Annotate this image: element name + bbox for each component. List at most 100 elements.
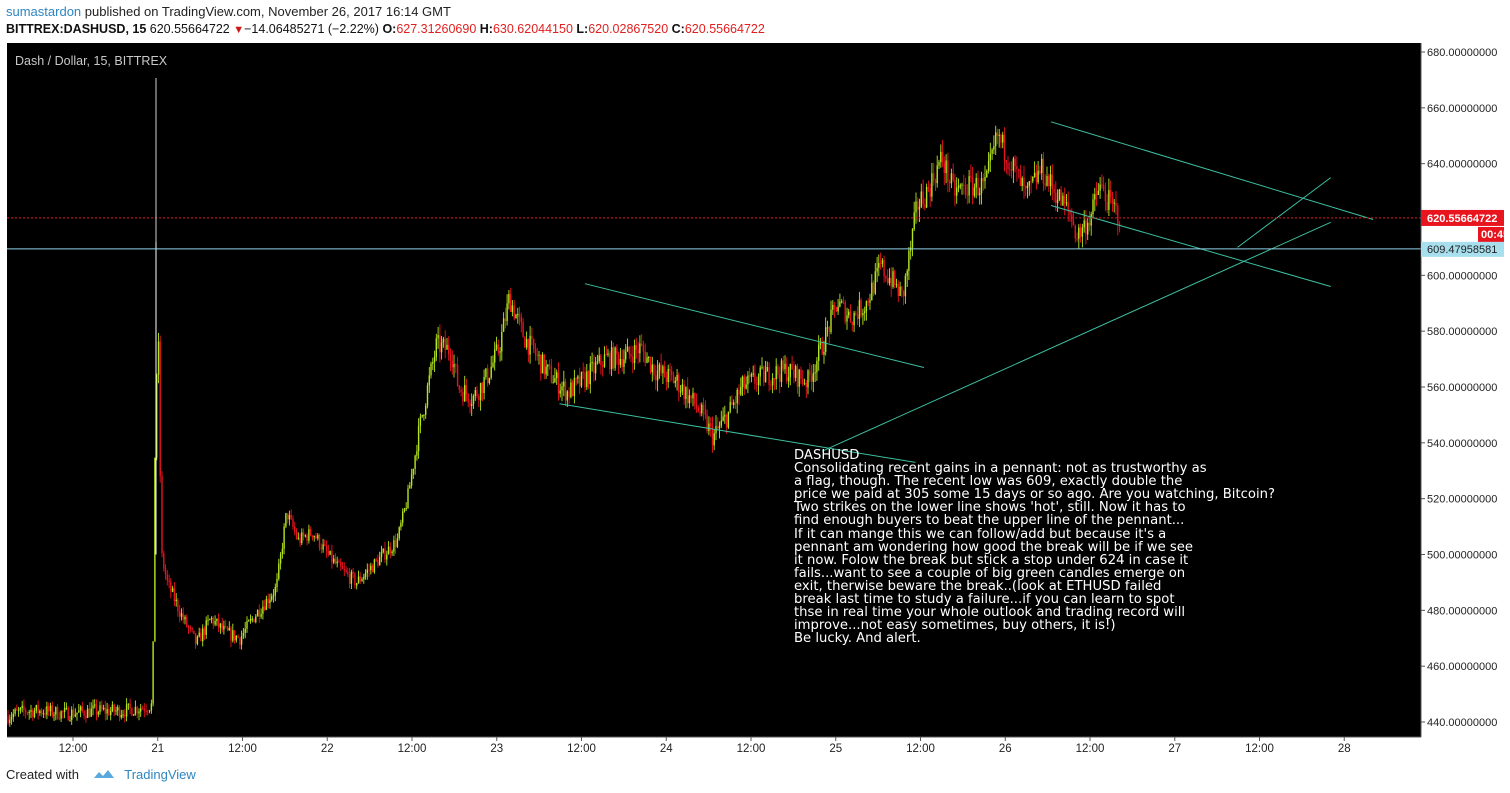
- candle-body: [465, 385, 468, 395]
- candle-body: [794, 365, 797, 378]
- candle-body: [563, 381, 565, 387]
- candle-body: [1090, 214, 1092, 226]
- candle-body: [508, 294, 510, 304]
- candle-body: [759, 367, 761, 377]
- candle-body: [987, 161, 990, 171]
- tradingview-link[interactable]: TradingView: [124, 767, 196, 782]
- candle-body: [596, 361, 599, 363]
- candle-body: [612, 347, 614, 369]
- candle-body: [570, 382, 572, 398]
- candle-body: [205, 620, 207, 635]
- candle-body: [764, 371, 767, 383]
- candle-body: [816, 360, 818, 373]
- time-tick-label: 24: [660, 743, 673, 755]
- price-axis[interactable]: 680.00000000 660.00000000 640.00000000 620.…: [1420, 43, 1509, 737]
- candle-body: [929, 188, 931, 197]
- candle-body: [672, 375, 675, 384]
- candle-body: [642, 345, 645, 352]
- candle-body: [1069, 209, 1071, 215]
- candle-body: [471, 404, 473, 406]
- candle-body: [966, 194, 968, 196]
- candle-body: [348, 574, 351, 584]
- symbol-label: BITTREX:DASHUSD, 15: [6, 22, 147, 36]
- candle-body: [154, 457, 156, 642]
- candle-body: [370, 565, 372, 571]
- candle-body: [1097, 190, 1099, 195]
- candle-body: [460, 389, 462, 392]
- candle-body: [202, 628, 204, 642]
- candle-body: [925, 187, 928, 208]
- candle-body: [260, 613, 262, 617]
- tradingview-logo-icon[interactable]: [93, 768, 115, 783]
- candle-body: [814, 372, 816, 374]
- candle-body: [161, 475, 163, 554]
- candle-body: [72, 709, 75, 717]
- candle-body: [504, 318, 507, 321]
- candle-body: [194, 633, 197, 644]
- candle-body: [364, 573, 367, 577]
- candle-body: [214, 620, 216, 625]
- candle-body: [603, 354, 606, 367]
- time-axis[interactable]: 12:00 21 12:00 22 12:00 23 12:00 24 12:00 25 12:00…: [7, 736, 1421, 755]
- candle-body: [633, 345, 636, 364]
- price-chart[interactable]: Dash / Dollar, 15, BITTREX 680.000000006…: [0, 42, 1510, 758]
- candle-body: [379, 556, 381, 566]
- candle-body: [19, 707, 22, 711]
- candle-body: [433, 356, 436, 363]
- candle-body: [897, 284, 899, 296]
- candle-body: [92, 705, 94, 709]
- candle-body: [455, 364, 457, 366]
- candle-body: [541, 354, 544, 374]
- candle-body: [660, 364, 662, 374]
- annotation-line: Two strikes on the lower line shows 'hot…: [794, 500, 1186, 516]
- candle-body: [527, 339, 530, 355]
- time-tick-label: 23: [490, 743, 503, 755]
- candle-body: [361, 579, 363, 582]
- candle-body: [48, 706, 50, 712]
- candle-body: [1064, 195, 1066, 204]
- candle-body: [1032, 176, 1034, 182]
- price-tick-label: 560.00000000: [1427, 382, 1497, 394]
- candle-body: [869, 300, 871, 303]
- candle-body: [474, 390, 476, 397]
- candle-body: [980, 178, 983, 194]
- candle-body: [784, 363, 786, 370]
- candle-body: [718, 425, 721, 429]
- candle-body: [255, 616, 257, 622]
- author-link[interactable]: sumastardon: [6, 4, 82, 19]
- candle-body: [432, 362, 434, 364]
- candle-body: [757, 376, 760, 385]
- candle-body: [357, 576, 360, 584]
- candle-body: [1099, 184, 1101, 191]
- candle-body: [513, 305, 515, 319]
- candle-body: [1000, 134, 1002, 143]
- candle-body: [968, 176, 970, 196]
- candle-body: [331, 550, 333, 563]
- trend-line: [584, 283, 925, 368]
- candle-body: [1095, 194, 1098, 196]
- time-tick-label: 27: [1168, 743, 1181, 755]
- candle-body: [133, 714, 135, 716]
- candle-body: [991, 149, 993, 154]
- candle-body: [695, 404, 698, 408]
- candle-body: [35, 705, 37, 711]
- candle-body: [550, 365, 553, 383]
- time-tick-label: 12:00: [59, 743, 88, 755]
- candle-body: [481, 383, 484, 393]
- candle-body: [1016, 165, 1018, 170]
- time-tick-label: 21: [151, 743, 164, 755]
- candle-body: [731, 402, 733, 405]
- candle-body: [522, 322, 524, 338]
- candle-body: [264, 606, 266, 610]
- annotation-line: price we paid at 305 some 15 days or so …: [794, 487, 1275, 503]
- candle-body: [352, 571, 354, 574]
- candle-body: [366, 569, 368, 574]
- candle-body: [1049, 174, 1052, 187]
- candle-body: [140, 708, 142, 712]
- candle-body: [297, 537, 299, 539]
- candle-body: [272, 595, 275, 597]
- candle-body: [948, 181, 951, 184]
- candle-body: [729, 402, 731, 412]
- annotation-line: pennant am wondering how good the break …: [794, 539, 1193, 555]
- candle-body: [1035, 172, 1038, 183]
